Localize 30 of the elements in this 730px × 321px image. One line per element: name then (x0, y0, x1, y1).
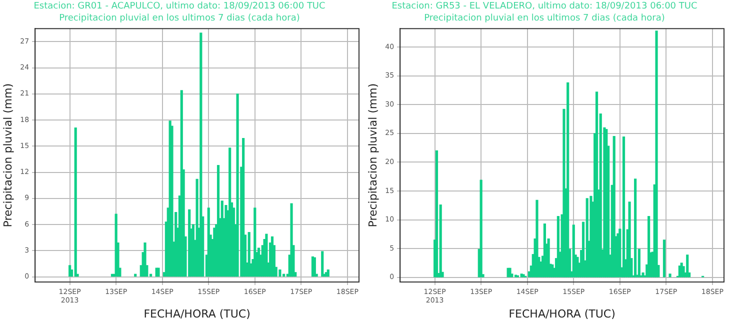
bar (536, 200, 538, 278)
bar (254, 208, 256, 277)
bar (321, 251, 324, 277)
chart-title: Estacion: GR01 - ACAPULCO, ultimo dato: 18/09/2013 06:00 TUC (34, 2, 326, 12)
bar (622, 136, 626, 278)
bar (326, 269, 330, 277)
bar (662, 240, 666, 278)
bar (144, 242, 146, 277)
bar (686, 254, 689, 278)
bar (655, 30, 658, 278)
bar (74, 128, 77, 277)
chart-subtitle: Precipitacion pluvial en los ultimos 7 dias (cada hora) (59, 14, 300, 24)
y-axis-title: Precipitacion pluvial (mm) (366, 83, 380, 228)
bar (480, 180, 482, 278)
bar (265, 234, 268, 277)
bar (200, 32, 202, 277)
bar (435, 150, 438, 278)
bar (628, 202, 631, 278)
bar (634, 178, 637, 278)
bar (236, 94, 239, 277)
bar (242, 138, 245, 277)
bar (290, 203, 293, 277)
y-axis-title: Precipitacion pluvial (mm) (1, 83, 14, 228)
x-axis-title: FECHA/HORA (TUC) (508, 307, 616, 320)
bar (668, 274, 672, 278)
chart-subtitle: Precipitacion pluvial en los ultimos 7 dias (cada hora) (424, 14, 665, 24)
x-axis-title: FECHA/HORA (TUC) (144, 307, 250, 320)
bar (566, 82, 570, 278)
chart-title: Estacion: GR53 - EL VELADERO, ultimo dato: 18/09/2013 06:00 TUC (392, 2, 698, 12)
bar (278, 269, 282, 277)
